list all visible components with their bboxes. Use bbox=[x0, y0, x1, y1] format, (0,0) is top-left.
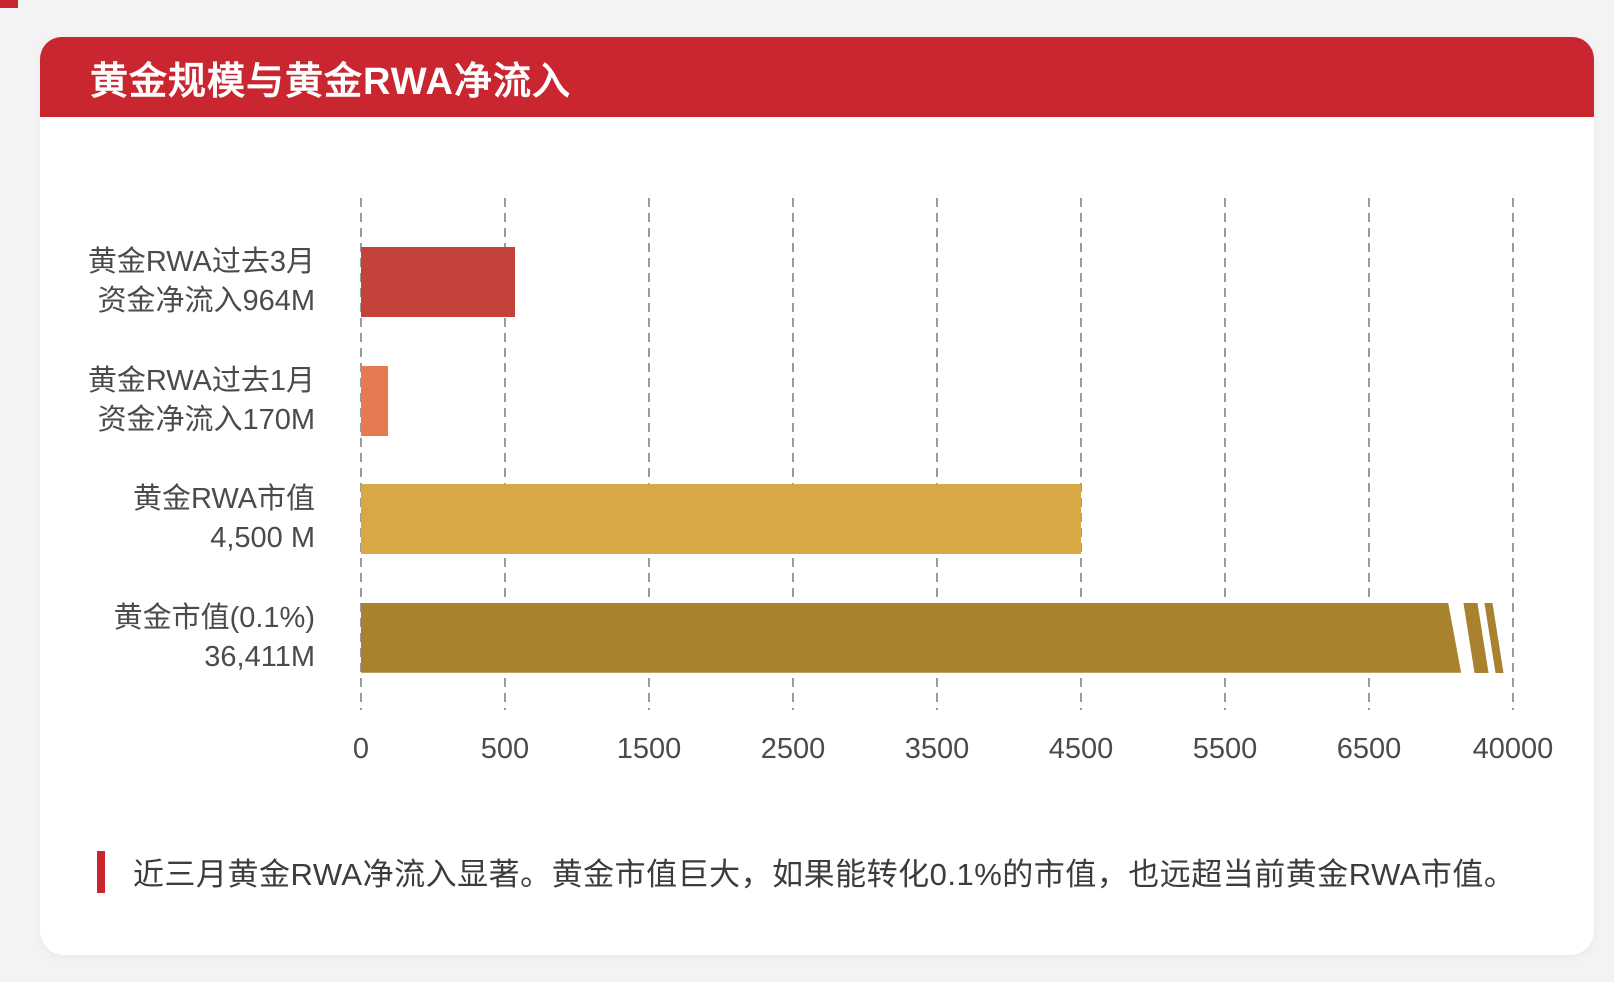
axis-tick-label: 4500 bbox=[1048, 733, 1114, 765]
bar-label-3: 黄金RWA市值 4,500 M bbox=[70, 480, 315, 558]
axis-break-stripe bbox=[1484, 602, 1504, 673]
gridline bbox=[360, 198, 362, 710]
footnote: 近三月黄金RWA净流入显著。黄金市值巨大，如果能转化0.1%的市值，也远超当前黄… bbox=[97, 849, 1515, 894]
axis-break-stripe bbox=[1463, 602, 1489, 673]
axis-tick-label: 2500 bbox=[760, 733, 826, 765]
axis-tick-label: 40000 bbox=[1472, 733, 1554, 765]
bar-label-line: 资金净流入170M bbox=[97, 403, 315, 436]
gridline bbox=[1368, 198, 1370, 710]
bar-label-line: 黄金RWA过去3月 bbox=[87, 246, 315, 278]
bar-1 bbox=[361, 247, 516, 317]
bar-label-line: 4,500 M bbox=[210, 522, 315, 555]
plot-area: 0 500 1500 2500 3500 4500 5500 6500 40000 bbox=[353, 198, 1553, 765]
footnote-red-bar-icon bbox=[97, 850, 105, 893]
bar-3 bbox=[361, 484, 1081, 555]
cropped-red-fragment bbox=[0, 0, 18, 8]
page-title: 黄金规模与黄金RWA净流入 bbox=[90, 60, 571, 103]
bar-label-line: 资金净流入964M bbox=[97, 285, 315, 317]
bar-label-line: 黄金RWA市值 bbox=[132, 483, 315, 516]
bar-label-line: 黄金RWA过去1月 bbox=[87, 364, 315, 397]
bar-label-line: 黄金市值(0.1%) bbox=[113, 601, 315, 634]
axis-tick-label: 6500 bbox=[1336, 733, 1402, 765]
gridline bbox=[1512, 198, 1514, 710]
chart-card: 黄金规模与黄金RWA净流入 0 500 1500 2500 3500 4500 5500 65… bbox=[40, 37, 1594, 955]
bar-label-line: 36,411M bbox=[204, 640, 315, 673]
gridline bbox=[936, 198, 938, 710]
gridline bbox=[1080, 198, 1082, 710]
gridline bbox=[648, 198, 650, 710]
axis-tick-label: 5500 bbox=[1192, 733, 1258, 765]
gridline bbox=[792, 198, 794, 710]
bar-label-1: 黄金RWA过去3月资金净流入964M bbox=[70, 243, 315, 321]
card-header: 黄金规模与黄金RWA净流入 bbox=[40, 37, 1594, 117]
gridline bbox=[504, 198, 506, 710]
bar-4 bbox=[361, 603, 1461, 673]
bar-label-4: 黄金市值(0.1%) 36,411M bbox=[70, 599, 315, 677]
axis-tick-label: 3500 bbox=[904, 733, 970, 765]
gridline bbox=[1224, 198, 1226, 710]
axis-tick-label: 1500 bbox=[616, 733, 682, 765]
axis-tick-label: 0 bbox=[352, 733, 370, 765]
axis-tick-label: 500 bbox=[480, 733, 530, 765]
bar-label-2: 黄金RWA过去1月资金净流入170M bbox=[70, 362, 315, 440]
x-axis: 0 500 1500 2500 3500 4500 5500 6500 40000 bbox=[353, 733, 1553, 773]
bar-2 bbox=[361, 365, 389, 436]
footnote-text: 近三月黄金RWA净流入显著。黄金市值巨大，如果能转化0.1%的市值，也远超当前黄… bbox=[133, 857, 1516, 892]
